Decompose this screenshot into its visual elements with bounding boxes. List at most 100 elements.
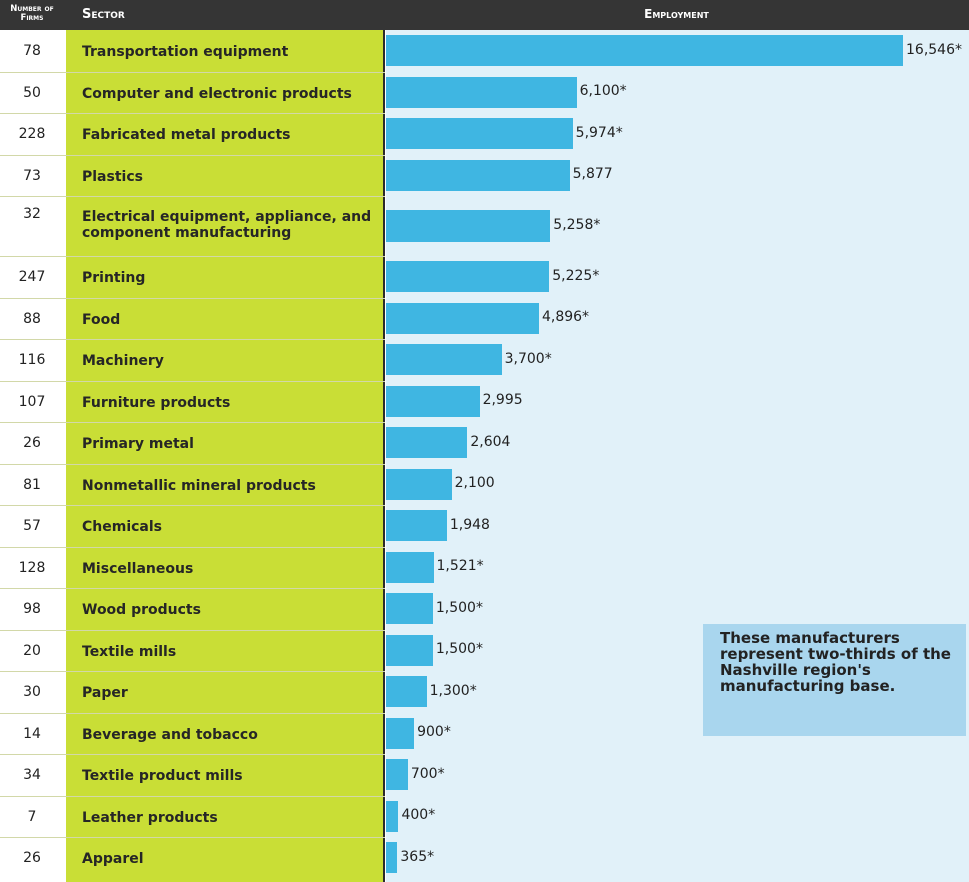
bar: [386, 385, 480, 417]
value-label: 1,500*: [435, 641, 483, 658]
row-divider: [0, 795, 385, 797]
sector-label: Textile product mills: [82, 768, 243, 784]
sector-label: Primary metal: [82, 436, 194, 452]
bar: [386, 76, 577, 108]
firm-count: 57: [23, 518, 41, 534]
bar: [386, 344, 502, 376]
bar: [386, 676, 427, 708]
firm-count: 116: [18, 352, 46, 368]
firm-count: 247: [18, 269, 46, 285]
chart-row: 73 Plastics 5,877: [0, 154, 969, 197]
chart-row: 57 Chemicals 1,948: [0, 505, 969, 547]
value-label: 365*: [400, 848, 435, 865]
bar: [386, 35, 903, 67]
chart-row: 34 Textile product mills 700*: [0, 754, 969, 796]
sector-label: Apparel: [82, 851, 144, 867]
chart-row: 26 Apparel 365*: [0, 837, 969, 879]
bar: [386, 551, 434, 583]
firm-count: 81: [23, 476, 41, 493]
value-label: 2,604: [470, 433, 511, 450]
sector-label: Chemicals: [82, 519, 163, 535]
value-label: 4,896*: [541, 309, 590, 326]
value-label: 5,877: [572, 166, 613, 183]
firm-count: 32: [23, 206, 41, 222]
firm-count: 98: [23, 601, 41, 617]
sector-label: Nonmetallic mineral products: [82, 477, 316, 494]
value-label: 700*: [410, 765, 445, 782]
row-divider: [0, 546, 385, 548]
chart-row: 78 Transportation equipment 16,546*: [0, 30, 969, 72]
firm-count: 7: [27, 808, 37, 825]
chart-row: 32 Electrical equipment, appliance, and c…: [0, 196, 969, 256]
row-divider: [0, 712, 385, 714]
bar: [386, 717, 415, 749]
table-header: Number of Firms Sector Employment: [0, 0, 969, 30]
sector-label: Furniture products: [82, 394, 231, 411]
value-label: 16,546*: [906, 41, 962, 58]
row-divider: [0, 380, 385, 382]
bar: [386, 510, 447, 542]
value-label: 400*: [401, 807, 436, 824]
axis-line: [383, 30, 385, 882]
row-divider: [0, 422, 385, 423]
bar: [386, 118, 573, 150]
bar: [386, 261, 550, 293]
sector-label: Textile mills: [82, 643, 177, 660]
header-sector: Sector: [82, 7, 125, 22]
bar: [386, 427, 468, 459]
firm-count: 30: [23, 684, 41, 700]
chart-row: 116 Machinery 3,700*: [0, 339, 969, 381]
value-label: 2,995: [482, 392, 523, 409]
row-divider: [0, 629, 385, 631]
row-divider: [0, 297, 385, 299]
sector-label: Transportation equipment: [82, 44, 289, 60]
firm-count: 73: [23, 167, 41, 184]
chart-row: 228 Fabricated metal products 5,974*: [0, 113, 969, 155]
row-divider: [0, 154, 385, 156]
chart-row: 107 Furniture products 2,995: [0, 380, 969, 423]
firm-count: 34: [23, 767, 41, 783]
value-label: 6,100*: [579, 83, 627, 100]
row-divider: [0, 671, 385, 672]
value-label: 1,500*: [435, 599, 483, 616]
sector-label: Miscellaneous: [82, 560, 194, 577]
value-label: 5,974*: [575, 124, 623, 141]
header-number-of-firms: Number of Firms: [10, 4, 54, 23]
chart-row: 14 Beverage and tobacco 900*: [0, 712, 969, 755]
row-divider: [0, 71, 385, 73]
row-divider: [0, 588, 385, 589]
chart-row: 88 Food 4,896*: [0, 297, 969, 340]
firm-count: 26: [23, 435, 41, 451]
value-label: 2,100: [454, 475, 495, 492]
firm-count: 228: [18, 126, 46, 142]
row-divider: [0, 196, 385, 197]
bar: [386, 159, 570, 191]
firm-count: 14: [23, 725, 41, 742]
sector-label: Plastics: [82, 168, 143, 185]
bar: [386, 759, 408, 791]
firm-count: 88: [23, 310, 41, 327]
bar: [386, 800, 399, 832]
row-divider: [0, 339, 385, 340]
firm-count: 107: [18, 393, 46, 410]
sector-label: Paper: [82, 685, 128, 701]
chart-row: 30 Paper 1,300*: [0, 671, 969, 713]
firm-count: 128: [18, 559, 46, 576]
chart-row: 81 Nonmetallic mineral products 2,100: [0, 463, 969, 506]
sector-label: Printing: [82, 270, 146, 286]
row-divider: [0, 463, 385, 465]
value-label: 1,300*: [429, 682, 477, 699]
row-divider: [0, 754, 385, 755]
sector-label: Electrical equipment, appliance, and com…: [82, 209, 372, 241]
value-label: 5,225*: [552, 267, 600, 284]
sector-label: Leather products: [82, 809, 218, 826]
header-employment: Employment: [644, 7, 709, 21]
bar: [386, 302, 539, 334]
chart-row: 128 Miscellaneous 1,521*: [0, 546, 969, 589]
bar: [386, 842, 398, 874]
row-divider: [0, 113, 385, 114]
sector-label: Wood products: [82, 602, 201, 618]
firm-count: 50: [23, 84, 41, 101]
row-divider: [0, 505, 385, 506]
